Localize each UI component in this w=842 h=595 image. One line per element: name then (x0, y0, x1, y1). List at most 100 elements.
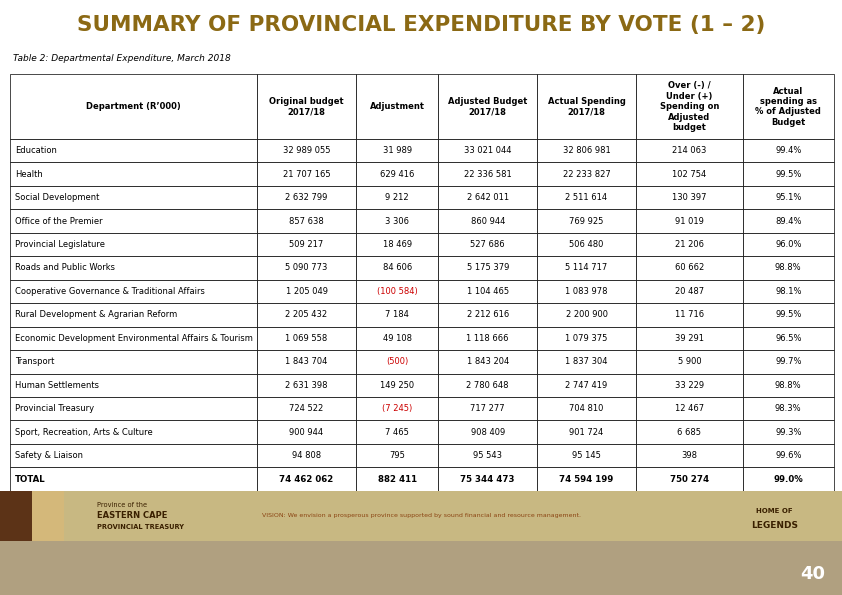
Text: 99.5%: 99.5% (775, 311, 802, 320)
Bar (356, 421, 439, 444)
Text: 99.5%: 99.5% (775, 170, 802, 178)
Text: 33 229: 33 229 (675, 381, 704, 390)
Text: Safety & Liaison: Safety & Liaison (15, 451, 83, 460)
Bar (356, 468, 439, 491)
Bar (743, 421, 834, 444)
Bar (636, 444, 743, 468)
Text: 901 724: 901 724 (569, 428, 604, 437)
Text: 99.0%: 99.0% (774, 475, 803, 484)
Bar (10, 162, 257, 186)
Bar (356, 327, 439, 350)
Bar (743, 139, 834, 162)
Text: (100 584): (100 584) (376, 287, 418, 296)
Bar (439, 74, 537, 139)
Bar (537, 280, 636, 303)
Bar (257, 303, 356, 327)
Text: 2 511 614: 2 511 614 (566, 193, 608, 202)
Text: TOTAL: TOTAL (15, 475, 45, 484)
Text: LEGENDS: LEGENDS (751, 521, 798, 530)
Bar (10, 444, 257, 468)
Bar (356, 233, 439, 256)
Bar (743, 303, 834, 327)
Bar (10, 233, 257, 256)
Bar (439, 421, 537, 444)
Bar (743, 209, 834, 233)
Bar (32, 491, 64, 541)
Bar (537, 421, 636, 444)
Text: SUMMARY OF PROVINCIAL EXPENDITURE BY VOTE (1 – 2): SUMMARY OF PROVINCIAL EXPENDITURE BY VOT… (77, 15, 765, 35)
Text: 22 233 827: 22 233 827 (562, 170, 610, 178)
Bar (636, 233, 743, 256)
Bar (537, 303, 636, 327)
Text: 1 843 704: 1 843 704 (285, 358, 328, 367)
Bar (439, 139, 537, 162)
Bar (257, 139, 356, 162)
Text: 21 707 165: 21 707 165 (283, 170, 330, 178)
Text: Provincial Treasury: Provincial Treasury (15, 404, 94, 414)
Bar (636, 139, 743, 162)
Bar (439, 186, 537, 209)
Text: 1 079 375: 1 079 375 (565, 334, 608, 343)
Bar (10, 374, 257, 397)
Bar (10, 303, 257, 327)
Text: Table 2: Departmental Expenditure, March 2018: Table 2: Departmental Expenditure, March… (13, 54, 231, 63)
Bar (356, 256, 439, 280)
Bar (10, 468, 257, 491)
Text: 33 021 044: 33 021 044 (464, 146, 511, 155)
Bar (257, 209, 356, 233)
Bar (537, 233, 636, 256)
Bar (257, 233, 356, 256)
Text: 900 944: 900 944 (290, 428, 323, 437)
Text: 89.4%: 89.4% (775, 217, 802, 226)
Bar (439, 280, 537, 303)
Text: Original budget
2017/18: Original budget 2017/18 (269, 97, 344, 117)
Bar (439, 444, 537, 468)
Bar (257, 74, 356, 139)
Text: HOME OF: HOME OF (756, 508, 793, 514)
Bar (257, 444, 356, 468)
Text: Over (-) /
Under (+)
Spending on
Adjusted
budget: Over (-) / Under (+) Spending on Adjuste… (660, 82, 719, 132)
Bar (537, 444, 636, 468)
Text: Economic Development Environmental Affairs & Tourism: Economic Development Environmental Affai… (15, 334, 253, 343)
Bar (743, 374, 834, 397)
Bar (743, 397, 834, 421)
Text: 94 808: 94 808 (292, 451, 321, 460)
Text: 2 632 799: 2 632 799 (285, 193, 328, 202)
Text: 724 522: 724 522 (290, 404, 323, 414)
Bar (743, 444, 834, 468)
Bar (743, 350, 834, 374)
Bar (356, 74, 439, 139)
Text: Rural Development & Agrarian Reform: Rural Development & Agrarian Reform (15, 311, 178, 320)
Text: 398: 398 (681, 451, 697, 460)
Text: 98.1%: 98.1% (775, 287, 802, 296)
Bar (439, 209, 537, 233)
Text: 509 217: 509 217 (290, 240, 323, 249)
Text: Adjustment: Adjustment (370, 102, 424, 111)
Bar (356, 209, 439, 233)
Text: 5 090 773: 5 090 773 (285, 264, 328, 273)
Text: 1 837 304: 1 837 304 (565, 358, 608, 367)
Bar (636, 350, 743, 374)
Bar (636, 162, 743, 186)
Text: Transport: Transport (15, 358, 55, 367)
Text: 12 467: 12 467 (675, 404, 704, 414)
Bar (439, 374, 537, 397)
Text: 2 642 011: 2 642 011 (466, 193, 509, 202)
Bar (10, 350, 257, 374)
Text: 717 277: 717 277 (471, 404, 505, 414)
Text: 795: 795 (389, 451, 405, 460)
Text: Office of the Premier: Office of the Premier (15, 217, 103, 226)
Text: Actual Spending
2017/18: Actual Spending 2017/18 (547, 97, 626, 117)
Text: 95.1%: 95.1% (775, 193, 802, 202)
Text: 99.3%: 99.3% (775, 428, 802, 437)
Bar (10, 186, 257, 209)
Text: 20 487: 20 487 (675, 287, 704, 296)
Text: (500): (500) (386, 358, 408, 367)
Text: 22 336 581: 22 336 581 (464, 170, 512, 178)
Bar (10, 397, 257, 421)
Text: 527 686: 527 686 (471, 240, 505, 249)
Text: 7 465: 7 465 (385, 428, 409, 437)
Text: 704 810: 704 810 (569, 404, 604, 414)
Text: VISION: We envision a prosperous province supported by sound financial and resou: VISION: We envision a prosperous provinc… (262, 513, 580, 518)
Text: 149 250: 149 250 (380, 381, 414, 390)
